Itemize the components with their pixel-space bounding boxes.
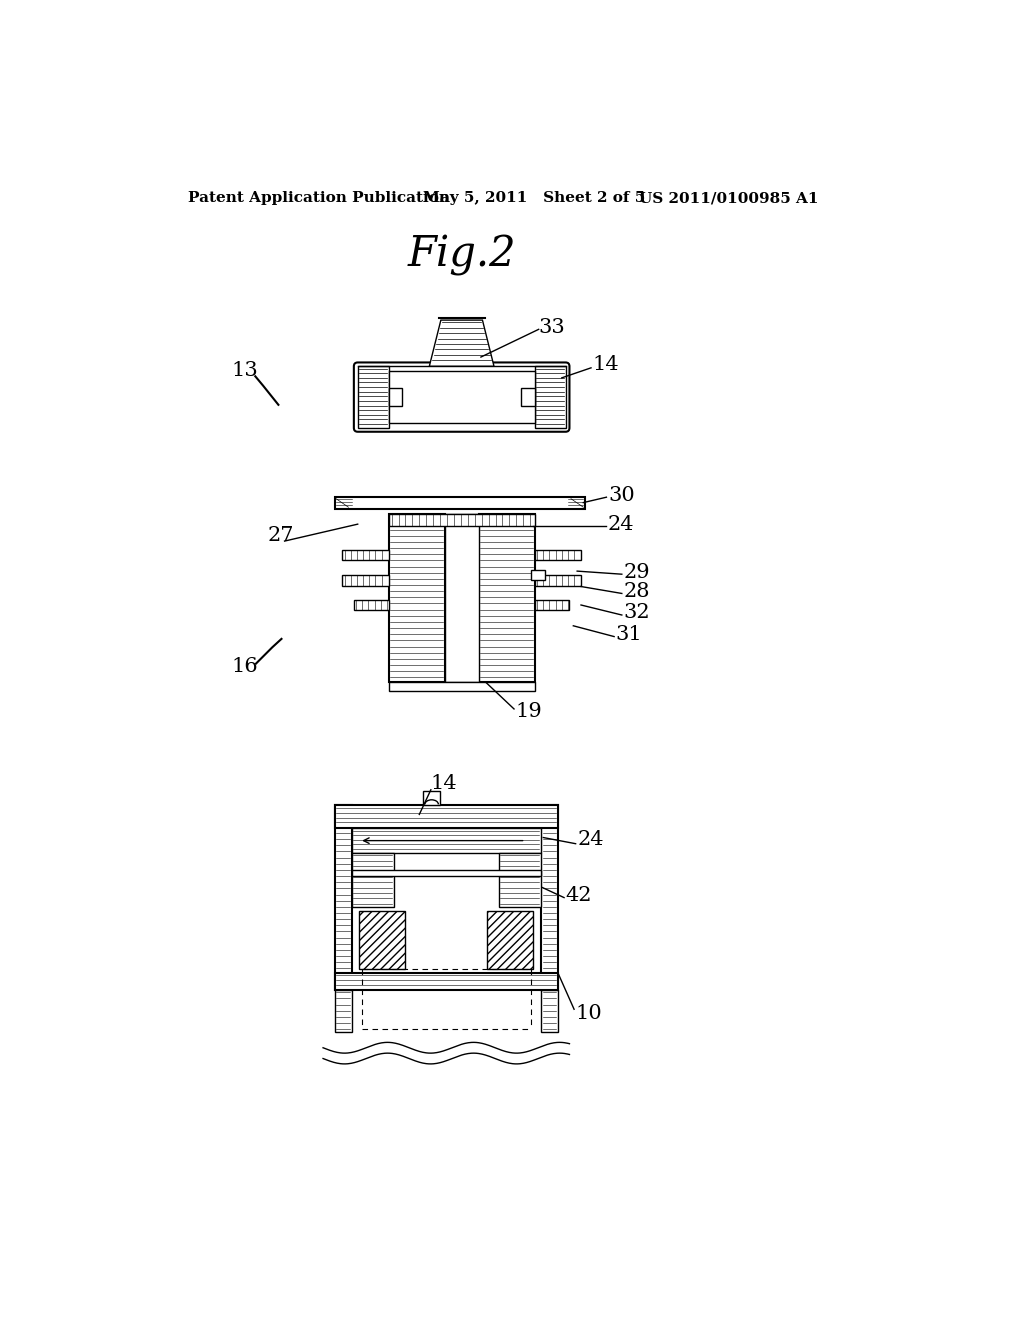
Text: 28: 28 bbox=[624, 582, 650, 601]
Text: 14: 14 bbox=[431, 774, 458, 793]
Text: May 5, 2011   Sheet 2 of 5: May 5, 2011 Sheet 2 of 5 bbox=[423, 191, 645, 206]
Text: 10: 10 bbox=[575, 1003, 602, 1023]
Text: 30: 30 bbox=[608, 486, 635, 506]
Text: 31: 31 bbox=[615, 624, 642, 644]
Bar bbox=[535, 367, 565, 428]
Bar bbox=[351, 829, 541, 853]
Text: 14: 14 bbox=[593, 355, 620, 375]
Text: 27: 27 bbox=[267, 527, 294, 545]
Bar bbox=[423, 792, 440, 805]
Bar bbox=[521, 388, 535, 407]
Text: Patent Application Publication: Patent Application Publication bbox=[188, 191, 451, 206]
FancyBboxPatch shape bbox=[354, 363, 569, 432]
Bar bbox=[388, 513, 444, 682]
Text: 16: 16 bbox=[231, 657, 258, 676]
Bar bbox=[359, 911, 406, 969]
Bar bbox=[535, 549, 581, 561]
Bar bbox=[531, 570, 545, 579]
Bar bbox=[444, 513, 478, 682]
Text: 19: 19 bbox=[515, 702, 543, 721]
Bar bbox=[335, 498, 585, 508]
Bar bbox=[541, 990, 558, 1032]
Text: 24: 24 bbox=[608, 515, 635, 533]
Bar bbox=[499, 853, 541, 907]
Bar bbox=[388, 388, 402, 407]
Text: 33: 33 bbox=[539, 318, 565, 338]
Text: 13: 13 bbox=[231, 360, 258, 380]
Bar bbox=[351, 853, 394, 907]
Bar bbox=[388, 513, 535, 527]
Bar bbox=[342, 576, 388, 586]
Bar bbox=[335, 805, 351, 990]
Bar bbox=[354, 599, 388, 610]
Text: 29: 29 bbox=[624, 564, 650, 582]
Text: 24: 24 bbox=[578, 830, 604, 849]
Bar bbox=[335, 990, 351, 1032]
Bar bbox=[535, 599, 569, 610]
Bar bbox=[335, 973, 558, 990]
Bar bbox=[388, 371, 535, 424]
Bar bbox=[342, 549, 388, 561]
Polygon shape bbox=[429, 321, 494, 367]
Bar bbox=[541, 805, 558, 990]
Bar bbox=[388, 682, 535, 692]
Bar bbox=[357, 367, 388, 428]
Text: 42: 42 bbox=[565, 886, 592, 904]
Bar bbox=[487, 911, 534, 969]
Text: Fig.2: Fig.2 bbox=[408, 234, 516, 276]
Bar bbox=[478, 513, 535, 682]
Bar bbox=[351, 870, 541, 876]
Bar bbox=[335, 805, 558, 829]
Bar bbox=[535, 576, 581, 586]
Text: 32: 32 bbox=[624, 603, 650, 622]
Text: US 2011/0100985 A1: US 2011/0100985 A1 bbox=[639, 191, 818, 206]
